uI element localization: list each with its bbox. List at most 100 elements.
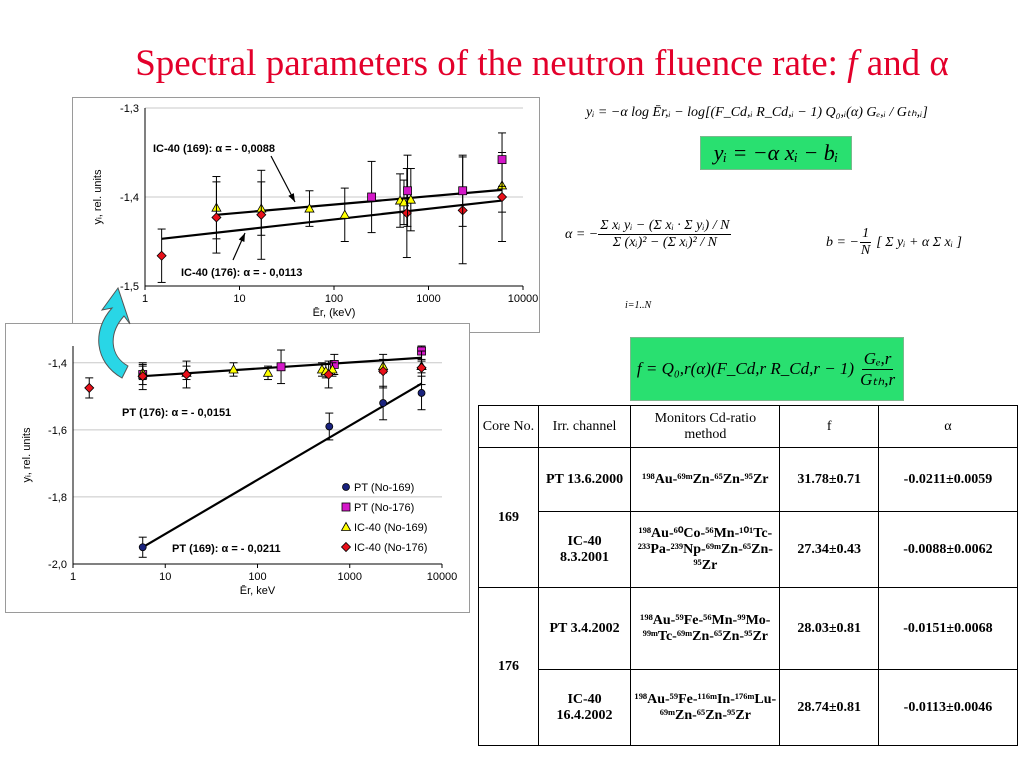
header-monitors: Monitors Cd-ratio method: [630, 405, 781, 448]
legend-label: PT (No-176): [354, 502, 414, 514]
data-point-square: [403, 186, 412, 196]
f-formula-lhs: f = Q₀,r(α)(F_Cd,r R_Cd,r − 1): [636, 359, 855, 378]
data-point-diamond: [496, 191, 508, 203]
linear-equation-box: yᵢ = −α xᵢ − bᵢ: [700, 136, 852, 170]
annotation-pointer: [270, 155, 296, 203]
annotation-arrowhead: [288, 193, 295, 202]
results-table: Core No. Irr. channel Monitors Cd-ratio …: [478, 405, 1019, 746]
core-cell-169: 169: [478, 447, 539, 588]
data-point-diamond: [401, 207, 412, 219]
data-point-diamond: [340, 541, 352, 553]
data-point-triangle: [228, 364, 239, 374]
monitors-cell: ¹⁹⁸Au-⁶⁰Co-⁵⁶Mn-¹⁰¹Tc-²³³Pa-²³⁹Np-⁶⁹ᵐZn-…: [630, 511, 781, 588]
monitors-cell: ¹⁹⁸Au-⁵⁹Fe-⁵⁶Mn-⁹⁹Mo-⁹⁹ᵐTc-⁶⁹ᵐZn-⁶⁵Zn-⁹⁵…: [630, 587, 781, 670]
alpha-fraction: Σ xᵢ yᵢ − (Σ xᵢ · Σ yᵢ) / N Σ (xᵢ)² − (Σ…: [598, 218, 732, 251]
fit-annotation: IC-40 (169): α = - 0,0088: [153, 143, 275, 155]
annotation-arrowhead: [238, 233, 245, 242]
table-row: IC-40 8.3.2001 ¹⁹⁸Au-⁶⁰Co-⁵⁶Mn-¹⁰¹Tc-²³³…: [479, 511, 1019, 588]
alpha-sum-range: i=1..N: [625, 300, 652, 311]
data-point-diamond: [181, 369, 192, 380]
data-point-circle: [379, 399, 388, 407]
y-tick-label: -2,0: [48, 559, 67, 571]
data-point-diamond: [323, 369, 334, 380]
x-tick-label: 10: [159, 571, 171, 583]
data-point-triangle: [340, 521, 352, 531]
x-tick-label: 1000: [416, 293, 440, 305]
y-axis-label: yᵢ, rel. units: [92, 169, 104, 224]
chart-bottom-all: -1,4 -1,6 -1,8 -2,0 1 10 100 1000 10000 Ēr, keV yᵢ…: [5, 323, 470, 613]
chart-bottom-svg: -1,4 -1,6 -1,8 -2,01 10 100 1000 10000 Ēr, keV yᵢ…: [21, 345, 457, 597]
data-point-triangle: [262, 367, 274, 377]
header-alpha: α: [877, 405, 1019, 448]
legend-label: IC-40 (No-169): [354, 522, 427, 534]
legend-label: IC-40 (No-176): [354, 542, 427, 554]
b-lhs: b = −: [826, 234, 859, 250]
table-row: 169 PT 13.6.2000 ¹⁹⁸Au-⁶⁹ᵐZn-⁶⁵Zn-⁹⁵Zr 3…: [478, 447, 1019, 588]
channel-cell: IC-40 16.4.2002: [537, 669, 632, 746]
x-axis-label: Ēr, (keV): [313, 307, 356, 319]
title-alpha-symbol: α: [929, 43, 949, 84]
data-point-square: [341, 502, 351, 512]
b-formula: b = − 1 N [ Σ yᵢ + α Σ xᵢ ]: [826, 226, 962, 259]
alpha-cell: -0.0211±0.0059: [877, 447, 1019, 512]
y-tick-label: -1,4: [48, 358, 67, 370]
data-point-square: [497, 155, 507, 165]
alpha-denominator: Σ (xᵢ)² − (Σ xᵢ)² / N: [612, 235, 717, 250]
monitors-cell: ¹⁹⁸Au-⁵⁹Fe-¹¹⁶ᵐIn-¹⁷⁶ᵐLu-⁶⁹ᵐZn-⁶⁵Zn-⁹⁵Zr: [630, 669, 781, 746]
b-body: [ Σ yᵢ + α Σ xᵢ ]: [876, 234, 962, 250]
y-tick-label: -1,8: [48, 492, 67, 504]
table-row: 176 PT 3.4.2002 ¹⁹⁸Au-⁵⁹Fe-⁵⁶Mn-⁹⁹Mo-⁹⁹ᵐ…: [478, 587, 1019, 746]
data-point-diamond: [378, 366, 389, 377]
y-tick-label: -1,3: [120, 103, 139, 115]
header-f: f: [779, 405, 879, 448]
alpha-cell: -0.0088±0.0062: [877, 511, 1019, 588]
data-point-square: [367, 192, 377, 202]
x-tick-label: 1000: [338, 571, 362, 583]
f-fraction: Gₑ,r Gₜₕ,r: [858, 349, 897, 390]
y-definition-formula: yᵢ = −α log Ēr,ᵢ − log[(F_Cd,ᵢ R_Cd,ᵢ − …: [586, 105, 928, 120]
x-axis-label: Ēr, keV: [240, 585, 276, 597]
curved-arrow-icon: [98, 286, 131, 379]
slide-title: Spectral parameters of the neutron fluen…: [30, 42, 1024, 85]
fit-annotation: PT (176): α = - 0,0151: [122, 407, 231, 419]
data-point-circle: [138, 543, 147, 552]
header-core: Core No.: [478, 405, 539, 448]
y-tick-label: -1,6: [48, 425, 67, 437]
data-point-circle: [417, 389, 426, 397]
data-point-square: [276, 362, 286, 372]
f-cell: 31.78±0.71: [779, 447, 879, 512]
data-point-diamond: [137, 371, 148, 382]
fit-line: [161, 199, 503, 240]
b-frac-numerator: 1: [860, 226, 872, 243]
f-cell: 28.03±0.81: [779, 587, 879, 670]
title-and: and: [857, 43, 930, 84]
data-point-diamond: [416, 362, 427, 373]
chart-top-svg: -1,3 -1,4 -1,51 10 100 1000 10000 Ēr, (keV) yᵢ, …: [92, 103, 538, 319]
channel-cell: PT 13.6.2000: [537, 447, 632, 512]
data-point-triangle: [327, 364, 338, 374]
core-cell-176: 176: [478, 587, 539, 746]
title-f-symbol: f: [847, 43, 858, 84]
f-cell: 28.74±0.81: [779, 669, 879, 746]
fit-line: [142, 382, 423, 549]
data-point-diamond: [256, 209, 267, 220]
x-tick-label: 1: [142, 293, 148, 305]
data-point-diamond: [84, 382, 95, 393]
title-text: Spectral parameters of the neutron fluen…: [135, 43, 848, 84]
f-numerator: Gₑ,r: [861, 348, 894, 370]
header-channel: Irr. channel: [537, 405, 632, 448]
data-point-circle: [342, 483, 350, 491]
data-point-triangle: [304, 203, 315, 213]
x-tick-label: 1: [70, 571, 76, 583]
data-point-diamond: [156, 250, 167, 261]
y-axis-label: yᵢ, rel. units: [21, 427, 33, 482]
linear-equation: yᵢ = −α xᵢ − bᵢ: [713, 140, 839, 165]
x-tick-label: 10: [233, 293, 245, 305]
data-point-triangle: [398, 197, 410, 207]
x-tick-label: 100: [325, 293, 343, 305]
table-header-row: Core No. Irr. channel Monitors Cd-ratio …: [478, 405, 1019, 448]
channel-cell: IC-40 8.3.2001: [537, 511, 632, 588]
b-fraction: 1 N: [859, 226, 872, 259]
monitors-cell: ¹⁹⁸Au-⁶⁹ᵐZn-⁶⁵Zn-⁹⁵Zr: [630, 447, 781, 512]
chart-top-ic40: -1,3 -1,4 -1,5 1 10 100 1000 10000 Ēr, (keV) yᵢ, …: [72, 97, 540, 333]
